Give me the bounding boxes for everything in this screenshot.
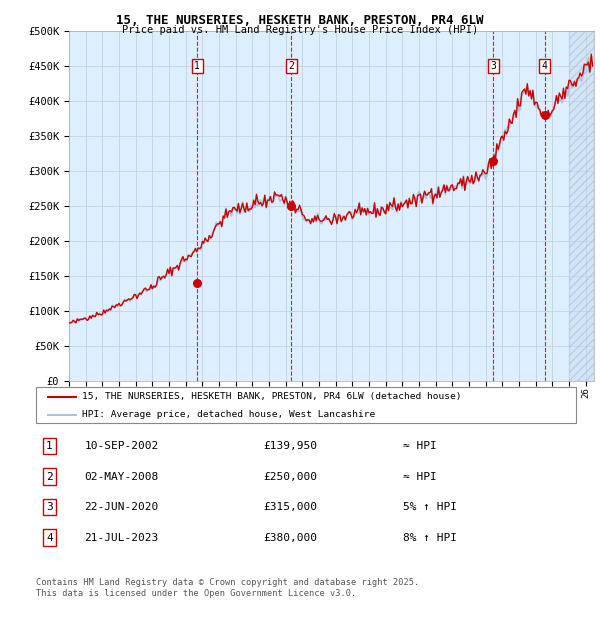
Text: 15, THE NURSERIES, HESKETH BANK, PRESTON, PR4 6LW: 15, THE NURSERIES, HESKETH BANK, PRESTON… — [116, 14, 484, 27]
Text: 8% ↑ HPI: 8% ↑ HPI — [403, 533, 457, 542]
Text: £315,000: £315,000 — [263, 502, 317, 512]
Text: 4: 4 — [46, 533, 53, 542]
Text: HPI: Average price, detached house, West Lancashire: HPI: Average price, detached house, West… — [82, 410, 375, 419]
Bar — [569, 31, 594, 381]
Text: £380,000: £380,000 — [263, 533, 317, 542]
Text: 15, THE NURSERIES, HESKETH BANK, PRESTON, PR4 6LW (detached house): 15, THE NURSERIES, HESKETH BANK, PRESTON… — [82, 392, 461, 401]
Text: This data is licensed under the Open Government Licence v3.0.: This data is licensed under the Open Gov… — [36, 589, 356, 598]
Text: 22-JUN-2020: 22-JUN-2020 — [85, 502, 159, 512]
Text: £139,950: £139,950 — [263, 441, 317, 451]
Text: 21-JUL-2023: 21-JUL-2023 — [85, 533, 159, 542]
Text: £250,000: £250,000 — [263, 472, 317, 482]
Text: 3: 3 — [46, 502, 53, 512]
Text: Price paid vs. HM Land Registry's House Price Index (HPI): Price paid vs. HM Land Registry's House … — [122, 25, 478, 35]
Text: Contains HM Land Registry data © Crown copyright and database right 2025.: Contains HM Land Registry data © Crown c… — [36, 578, 419, 587]
FancyBboxPatch shape — [36, 387, 576, 423]
Text: 10-SEP-2002: 10-SEP-2002 — [85, 441, 159, 451]
Text: 2: 2 — [46, 472, 53, 482]
Text: 1: 1 — [46, 441, 53, 451]
Text: 2: 2 — [288, 61, 294, 71]
Text: 4: 4 — [542, 61, 548, 71]
Text: 02-MAY-2008: 02-MAY-2008 — [85, 472, 159, 482]
Text: 3: 3 — [491, 61, 496, 71]
Text: ≈ HPI: ≈ HPI — [403, 441, 437, 451]
Text: 1: 1 — [194, 61, 200, 71]
Text: ≈ HPI: ≈ HPI — [403, 472, 437, 482]
Text: 5% ↑ HPI: 5% ↑ HPI — [403, 502, 457, 512]
